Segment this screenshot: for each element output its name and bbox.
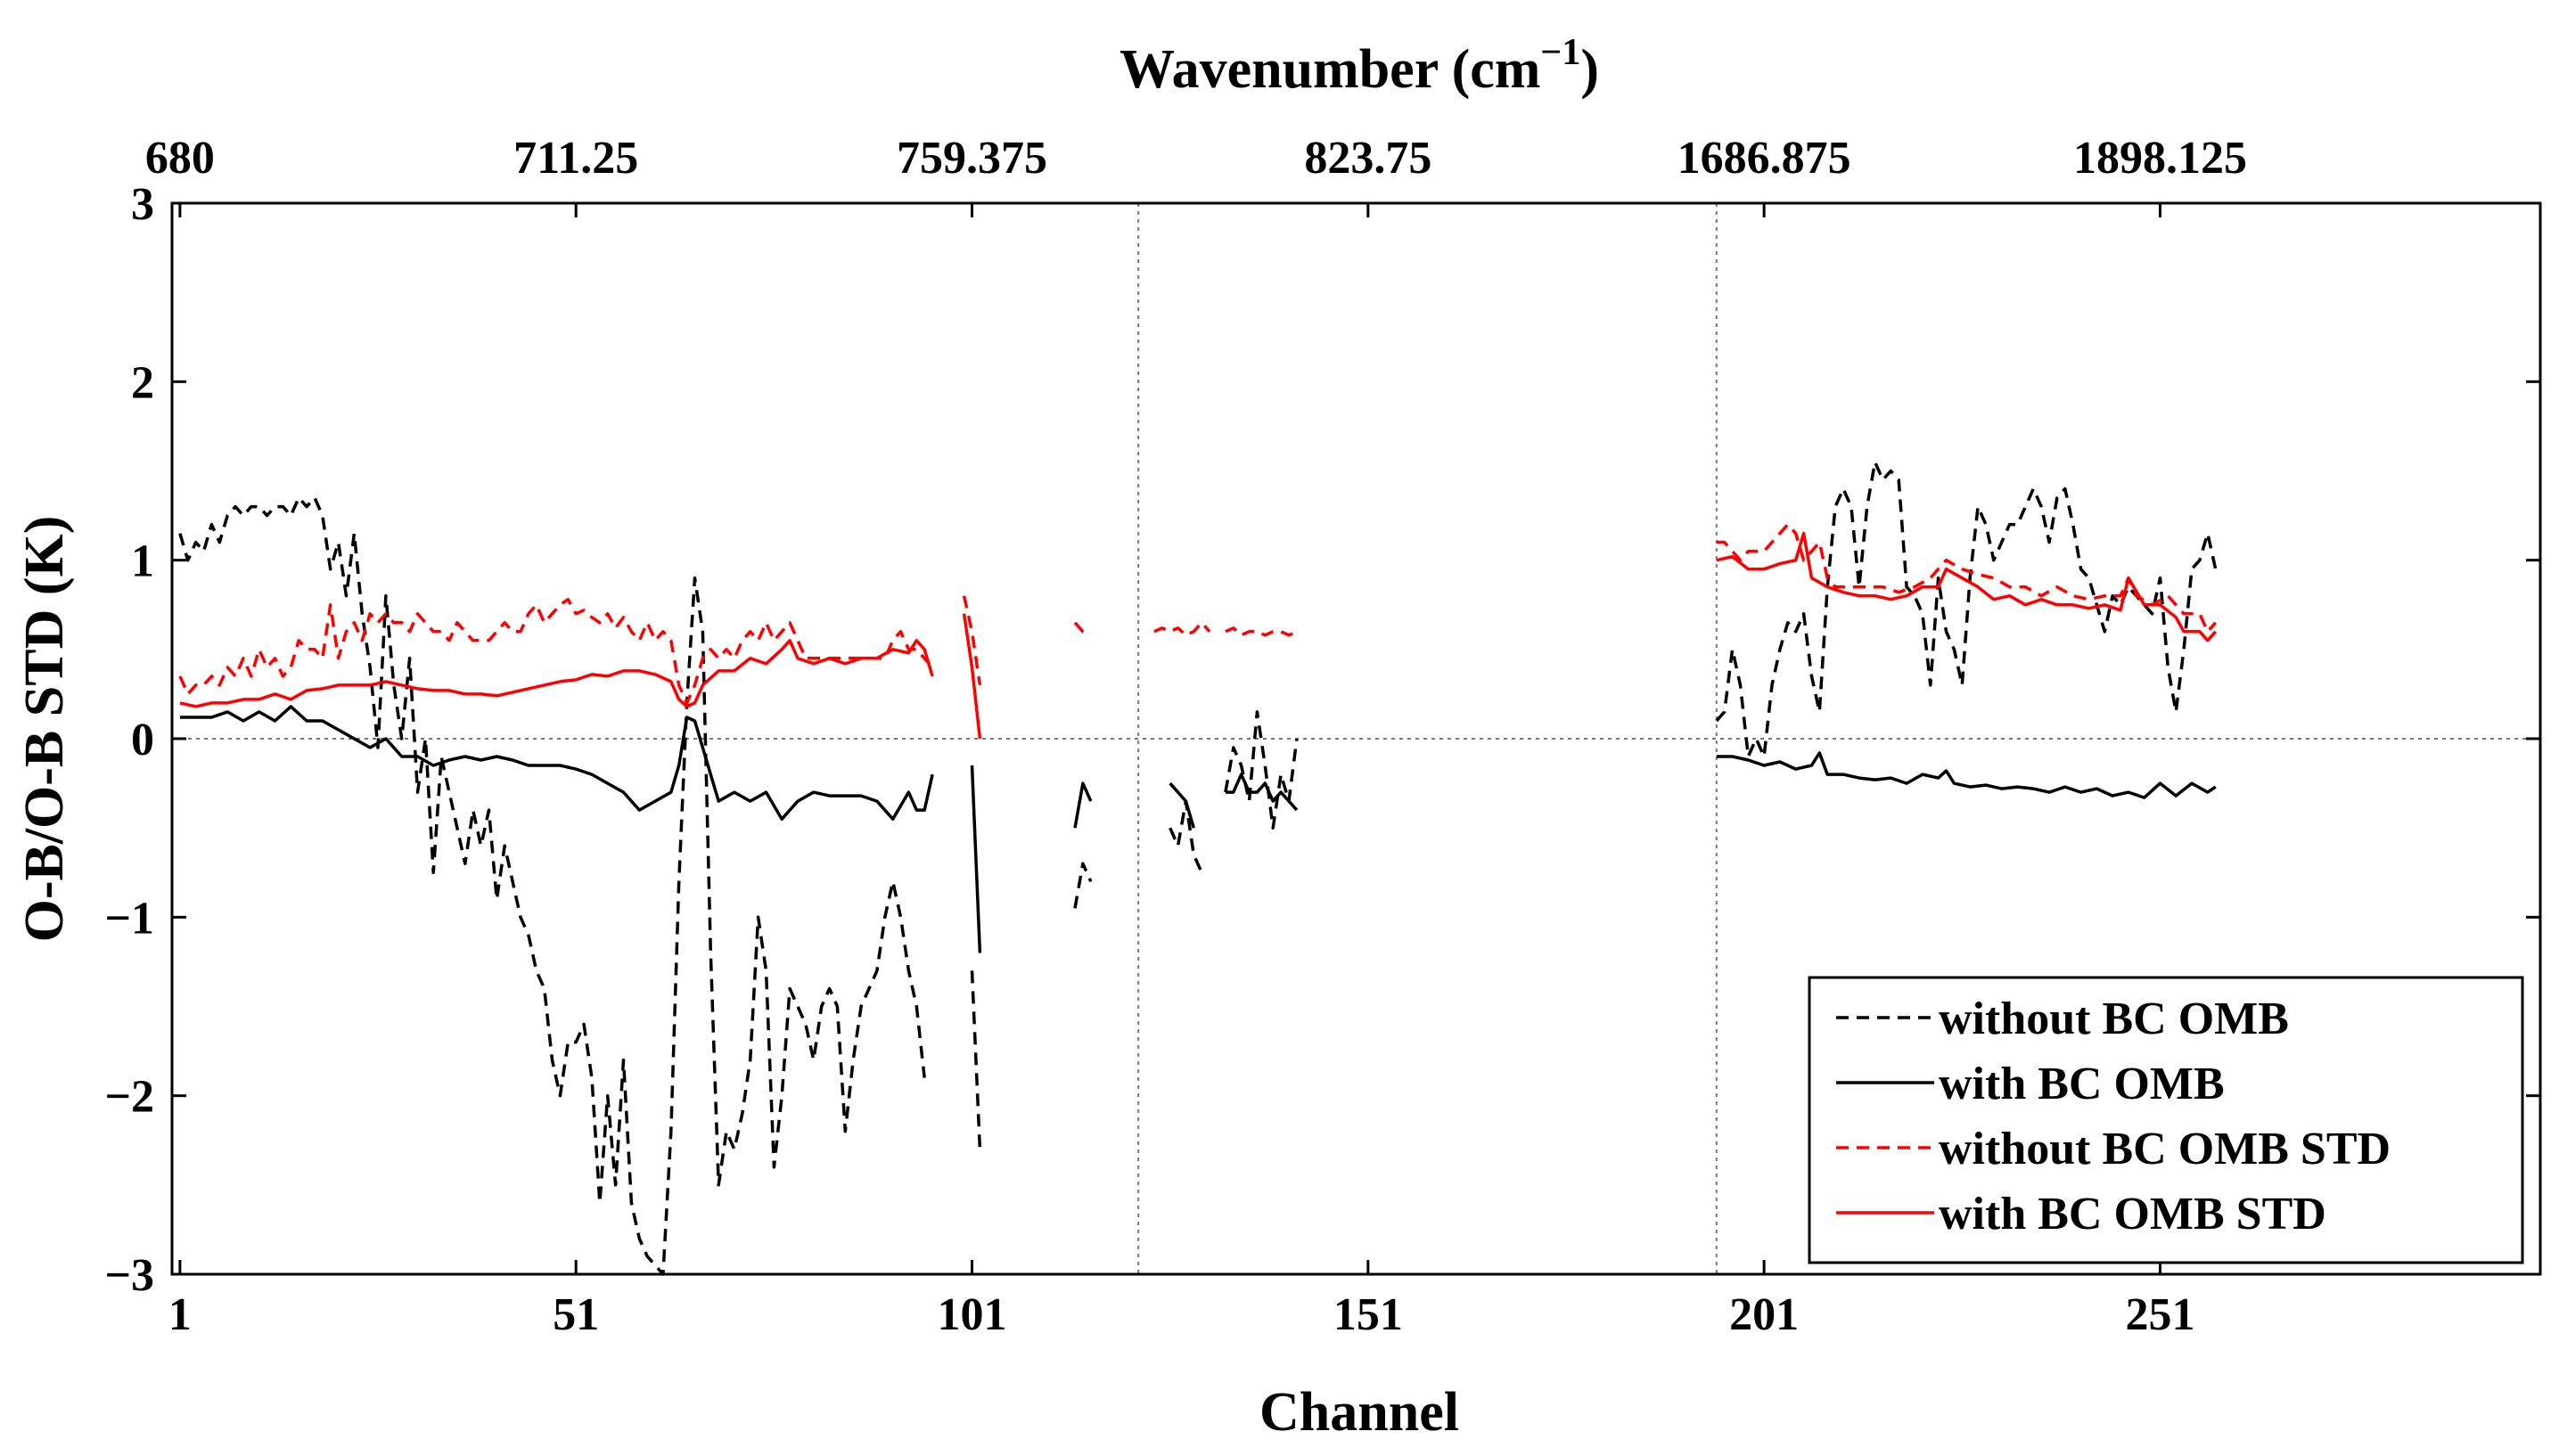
y-tick-label: −2 (104, 1072, 154, 1123)
series-line-segment (1225, 626, 1298, 637)
x-axis-title: Channel (1259, 1382, 1459, 1443)
x-tick-label: 201 (1729, 1289, 1799, 1340)
legend-box (1808, 976, 2524, 1264)
legend-label: without BC OMB (1939, 994, 2289, 1044)
series-line-segment (1225, 773, 1299, 812)
series-line-segment (1715, 460, 2218, 758)
legend-label: with BC OMB (1939, 1059, 2225, 1109)
series-line-segment (1716, 751, 2217, 799)
series-line-segment (1224, 710, 1299, 830)
series-line-segment (1169, 781, 1195, 829)
legend-label: with BC OMB STD (1939, 1189, 2326, 1239)
legend: without BC OMB with BC OMB without BC OMB … (1808, 976, 2524, 1264)
y-tick-label: −3 (104, 1250, 154, 1301)
series-line-segment (178, 597, 934, 705)
top-tick-label: 711.25 (513, 133, 638, 184)
series-with-bc-omb-std (179, 531, 2218, 740)
reference-lines (172, 203, 2540, 1274)
legend-label: without BC OMB STD (1939, 1124, 2391, 1174)
top-axis-title: Wavenumber (cm−1) (1120, 32, 1599, 100)
series-line-segment (178, 495, 926, 1276)
series-line-segment (179, 639, 934, 708)
series-line-segment (970, 970, 982, 1149)
y-tick-label: 0 (131, 715, 154, 765)
series-with-bc-omb (179, 705, 2217, 953)
series-line-segment (1153, 621, 1211, 637)
series-line-segment (1073, 781, 1093, 829)
top-tick-label: 823.75 (1304, 133, 1431, 184)
series-line-segment (962, 613, 982, 740)
x-tick-label: 1 (168, 1289, 192, 1340)
series-line-segment (970, 765, 982, 953)
y-tick-label: 2 (131, 357, 154, 408)
series-group (178, 460, 2218, 1276)
y-tick-label: 1 (131, 536, 154, 587)
y-axis-title: O-B/O-B STD (K) (14, 516, 75, 943)
series-line-segment (962, 595, 982, 686)
series-line-segment (1073, 862, 1093, 909)
y-tick-label: −1 (104, 893, 154, 944)
x-tick-label: 51 (553, 1289, 599, 1340)
series-without-bc-omb (178, 460, 2218, 1276)
x-tick-label: 101 (938, 1289, 1007, 1340)
series-line-segment (1073, 621, 1092, 637)
top-tick-label: 759.375 (897, 133, 1047, 184)
y-tick-label: 3 (131, 179, 154, 230)
top-tick-label: 680 (145, 133, 215, 184)
top-tick-label: 1898.125 (2073, 133, 2247, 184)
x-tick-label: 151 (1333, 1289, 1403, 1340)
x-tick-label: 251 (2125, 1289, 2194, 1340)
series-line-segment (179, 705, 934, 821)
series-line-segment (1716, 531, 2218, 642)
top-tick-label: 1686.875 (1677, 133, 1851, 184)
